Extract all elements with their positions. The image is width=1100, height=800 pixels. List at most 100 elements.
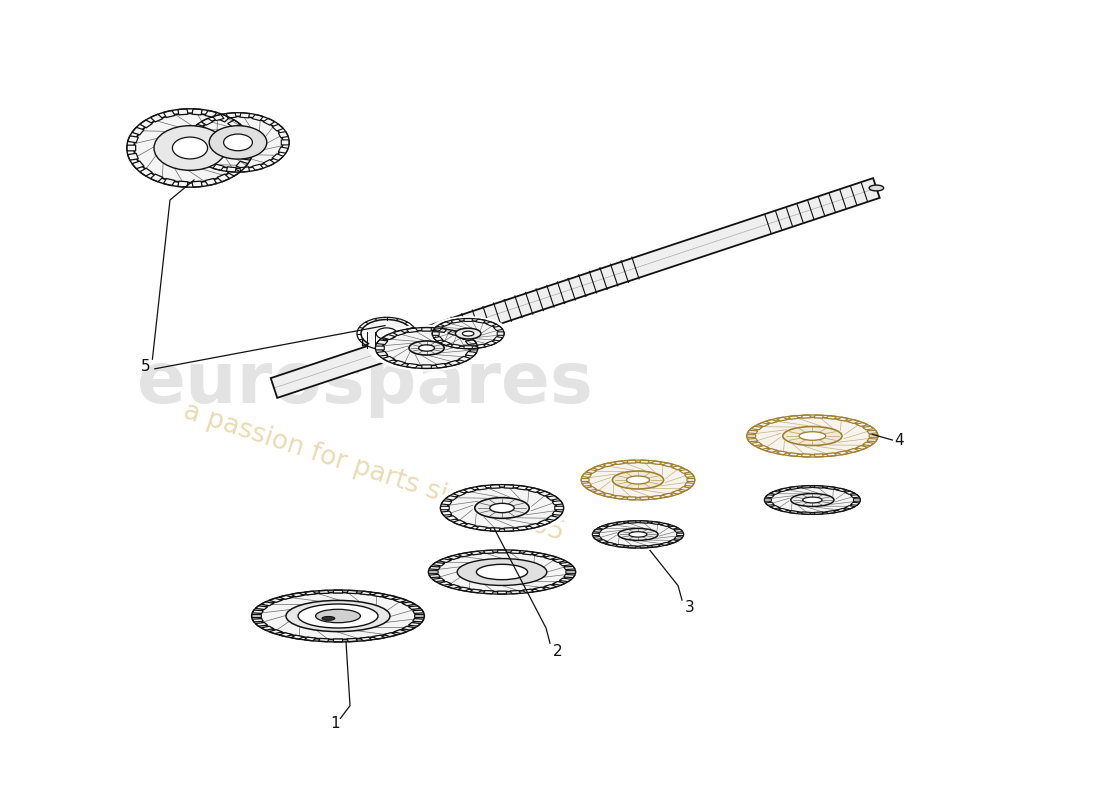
Polygon shape bbox=[458, 587, 470, 591]
Polygon shape bbox=[483, 550, 494, 554]
Polygon shape bbox=[205, 110, 217, 118]
Polygon shape bbox=[305, 637, 316, 641]
Polygon shape bbox=[627, 460, 636, 463]
Polygon shape bbox=[217, 114, 230, 122]
Polygon shape bbox=[205, 178, 217, 186]
Polygon shape bbox=[440, 506, 449, 510]
Polygon shape bbox=[854, 498, 860, 502]
Polygon shape bbox=[383, 357, 395, 362]
Polygon shape bbox=[441, 501, 452, 505]
Polygon shape bbox=[242, 136, 252, 142]
Polygon shape bbox=[640, 546, 648, 548]
Polygon shape bbox=[272, 154, 284, 161]
Polygon shape bbox=[240, 113, 250, 118]
Polygon shape bbox=[263, 160, 275, 166]
Polygon shape bbox=[850, 502, 859, 506]
Polygon shape bbox=[465, 351, 476, 356]
Polygon shape bbox=[547, 516, 559, 520]
Polygon shape bbox=[360, 591, 372, 595]
Polygon shape bbox=[777, 451, 788, 455]
Polygon shape bbox=[802, 454, 811, 457]
Polygon shape bbox=[669, 526, 679, 529]
Polygon shape bbox=[453, 520, 465, 525]
Polygon shape bbox=[847, 419, 859, 423]
Ellipse shape bbox=[298, 604, 378, 628]
Ellipse shape bbox=[487, 567, 517, 577]
Polygon shape bbox=[684, 474, 694, 478]
Polygon shape bbox=[252, 614, 262, 618]
Polygon shape bbox=[463, 523, 475, 528]
Ellipse shape bbox=[803, 497, 822, 503]
Polygon shape bbox=[582, 474, 592, 478]
Text: 5: 5 bbox=[141, 359, 150, 374]
Ellipse shape bbox=[368, 325, 485, 371]
Polygon shape bbox=[751, 426, 762, 430]
Polygon shape bbox=[319, 638, 329, 642]
Ellipse shape bbox=[223, 134, 252, 150]
Ellipse shape bbox=[286, 600, 390, 632]
Polygon shape bbox=[290, 593, 304, 597]
Polygon shape bbox=[662, 494, 673, 497]
Polygon shape bbox=[777, 417, 788, 421]
Polygon shape bbox=[217, 174, 230, 182]
Polygon shape bbox=[451, 319, 461, 323]
Polygon shape bbox=[867, 438, 878, 442]
Polygon shape bbox=[616, 522, 626, 524]
Polygon shape bbox=[436, 363, 447, 368]
Polygon shape bbox=[188, 147, 198, 153]
Ellipse shape bbox=[462, 331, 474, 336]
Polygon shape bbox=[504, 485, 514, 488]
Polygon shape bbox=[528, 488, 540, 493]
Polygon shape bbox=[814, 512, 823, 514]
Polygon shape bbox=[240, 167, 250, 172]
Polygon shape bbox=[451, 344, 461, 348]
Polygon shape bbox=[447, 585, 460, 589]
Polygon shape bbox=[227, 167, 236, 172]
Polygon shape bbox=[402, 602, 415, 606]
Text: a passion for parts since 1965: a passion for parts since 1965 bbox=[180, 398, 568, 546]
Polygon shape bbox=[597, 540, 607, 542]
Polygon shape bbox=[814, 486, 823, 488]
Polygon shape bbox=[510, 590, 520, 594]
Polygon shape bbox=[534, 587, 547, 591]
Polygon shape bbox=[433, 337, 443, 341]
Text: 4: 4 bbox=[894, 433, 903, 448]
Polygon shape bbox=[869, 434, 878, 438]
Polygon shape bbox=[271, 178, 880, 398]
Polygon shape bbox=[128, 136, 139, 142]
Polygon shape bbox=[544, 555, 557, 559]
Polygon shape bbox=[491, 528, 501, 531]
Polygon shape bbox=[244, 145, 253, 151]
Polygon shape bbox=[383, 334, 395, 339]
Polygon shape bbox=[565, 570, 575, 574]
Polygon shape bbox=[252, 618, 263, 622]
Ellipse shape bbox=[216, 130, 261, 155]
Ellipse shape bbox=[320, 610, 356, 622]
Polygon shape bbox=[421, 327, 431, 331]
Polygon shape bbox=[393, 330, 406, 335]
Ellipse shape bbox=[586, 519, 690, 550]
Polygon shape bbox=[593, 490, 604, 494]
Polygon shape bbox=[603, 463, 614, 466]
Polygon shape bbox=[614, 495, 625, 499]
Polygon shape bbox=[192, 181, 202, 187]
Ellipse shape bbox=[376, 328, 397, 339]
Polygon shape bbox=[255, 622, 267, 626]
Polygon shape bbox=[415, 614, 425, 618]
Ellipse shape bbox=[243, 588, 432, 644]
Ellipse shape bbox=[419, 345, 435, 351]
Polygon shape bbox=[593, 466, 604, 470]
Polygon shape bbox=[559, 562, 572, 566]
Ellipse shape bbox=[437, 552, 568, 592]
Ellipse shape bbox=[799, 432, 826, 440]
Ellipse shape bbox=[759, 484, 866, 516]
Polygon shape bbox=[547, 496, 559, 500]
Polygon shape bbox=[263, 118, 275, 125]
Polygon shape bbox=[593, 534, 600, 535]
Ellipse shape bbox=[598, 522, 678, 546]
Polygon shape bbox=[408, 606, 420, 610]
Polygon shape bbox=[132, 161, 144, 169]
Ellipse shape bbox=[587, 462, 689, 498]
Ellipse shape bbox=[162, 130, 218, 166]
Ellipse shape bbox=[629, 532, 647, 537]
